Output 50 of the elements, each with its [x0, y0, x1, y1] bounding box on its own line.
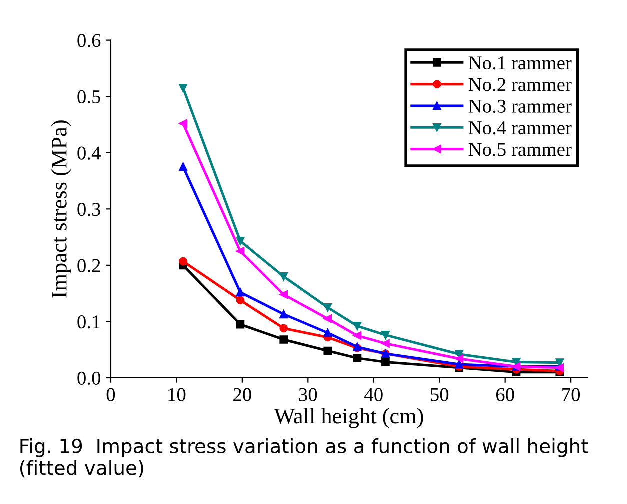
point	[324, 346, 332, 356]
point	[236, 288, 245, 297]
point	[236, 320, 245, 329]
x-tick-label: 70	[562, 388, 580, 402]
y-tick-label: 0.0	[78, 372, 101, 386]
point	[455, 354, 464, 364]
point	[179, 84, 188, 92]
point	[236, 237, 245, 246]
legend-label: No.3 rammer	[468, 100, 572, 114]
x-tick-label: 60	[496, 388, 514, 402]
point	[179, 162, 188, 172]
point	[280, 310, 288, 319]
y-tick-label: 0.6	[78, 34, 101, 48]
y-tick-label: 0.5	[78, 90, 100, 104]
point	[455, 360, 464, 369]
point	[236, 247, 245, 256]
y-axis-title: Impact stress (MPa)	[51, 120, 72, 298]
y-tick-label: 0.4	[78, 146, 101, 160]
point	[382, 340, 390, 348]
point	[353, 354, 362, 362]
legend-label: No.1 rammer	[468, 56, 572, 70]
point	[179, 119, 188, 128]
x-tick-label: 40	[364, 388, 383, 402]
caption: Fig. 19 Impact stress variation as a function of wall height (fitted value)	[20, 438, 588, 478]
point	[382, 358, 390, 366]
legend-label: No.2 rammer	[468, 78, 572, 92]
point	[324, 303, 332, 312]
x-tick-label: 50	[431, 388, 449, 402]
point	[280, 272, 288, 281]
point	[280, 324, 288, 333]
x-axis-title: Wall height (cm)	[274, 408, 424, 428]
x-tick-label: 10	[168, 388, 186, 402]
legend-label: No.5 rammer	[468, 143, 572, 156]
point	[353, 322, 362, 330]
point	[280, 336, 288, 344]
point	[280, 290, 288, 299]
point	[236, 296, 245, 304]
point	[382, 331, 390, 340]
point	[324, 328, 332, 338]
x-tick-label: 0	[106, 388, 116, 402]
legend-label: No.4 rammer	[468, 122, 572, 135]
y-tick-label: 0.1	[78, 316, 100, 329]
point	[324, 314, 332, 324]
y-tick-label: 0.2	[78, 259, 100, 272]
x-tick-label: 20	[234, 388, 252, 402]
point	[353, 332, 362, 340]
x-tick-label: 30	[299, 388, 318, 402]
point	[179, 257, 188, 266]
y-tick-label: 0.3	[78, 202, 100, 216]
point	[556, 358, 564, 367]
